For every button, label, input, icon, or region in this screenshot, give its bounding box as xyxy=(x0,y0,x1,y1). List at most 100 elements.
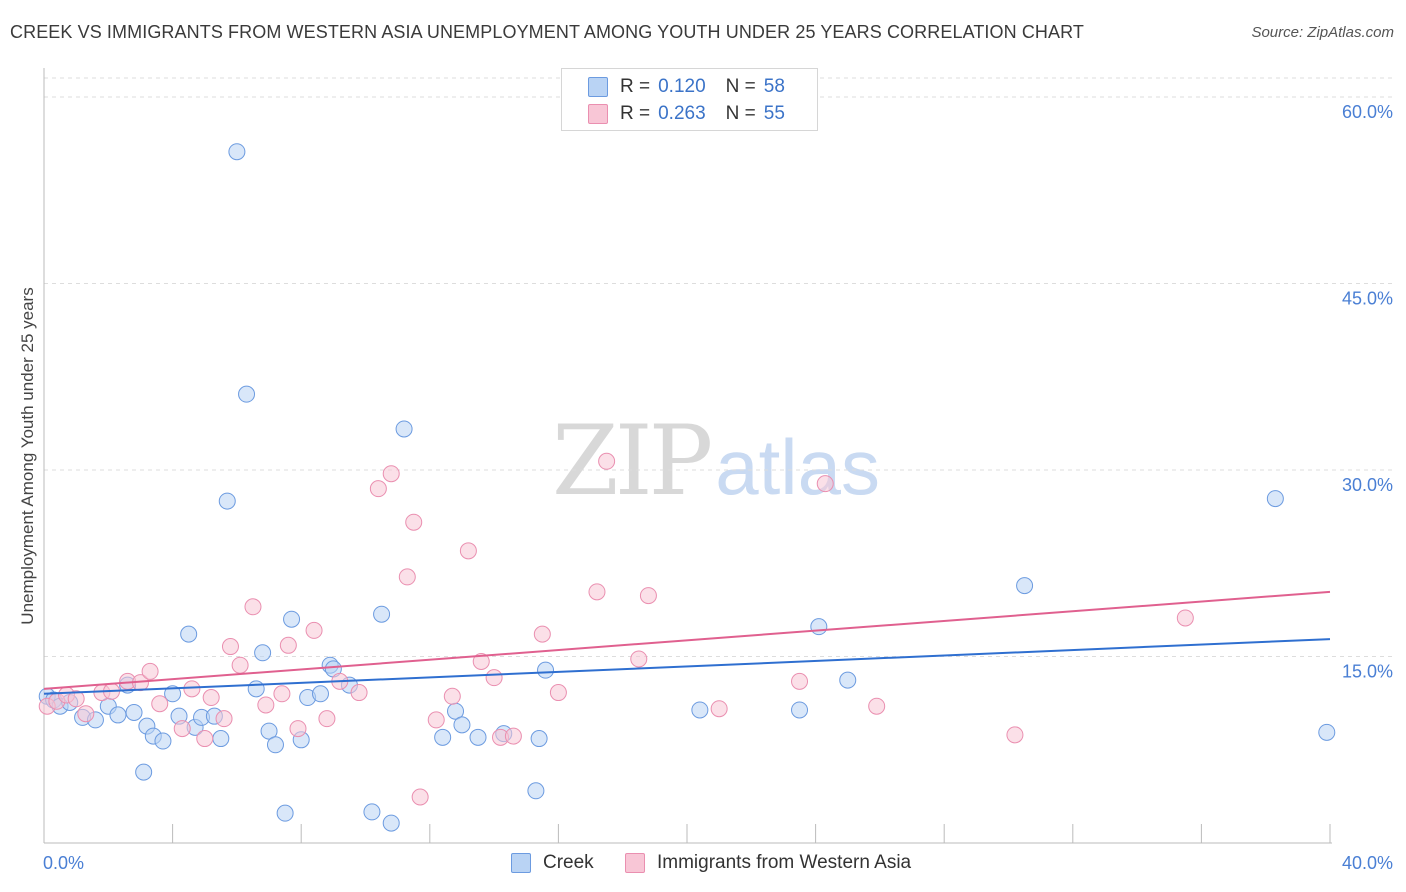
point-creek xyxy=(164,685,182,703)
point-immigrants xyxy=(215,710,233,728)
point-creek xyxy=(154,732,172,750)
point-immigrants xyxy=(305,621,323,639)
y-tick-label: 15.0% xyxy=(1342,662,1393,682)
point-creek xyxy=(791,701,809,719)
point-creek xyxy=(363,803,381,821)
series-legend: Creek Immigrants from Western Asia xyxy=(0,852,1406,878)
point-creek xyxy=(382,814,400,832)
point-immigrants xyxy=(791,672,809,690)
watermark: ZIPatlas xyxy=(552,405,880,517)
legend-row-creek: R = 0.120 N = 58 xyxy=(588,74,785,100)
point-immigrants xyxy=(588,583,606,601)
correlation-legend: R = 0.120 N = 58 R = 0.263 N = 55 xyxy=(561,68,818,131)
point-creek xyxy=(283,610,301,628)
legend-n-label: N = xyxy=(725,103,756,124)
point-creek xyxy=(1016,577,1034,595)
series-legend-creek[interactable]: Creek xyxy=(511,852,594,874)
point-immigrants xyxy=(549,684,567,702)
point-creek xyxy=(276,804,294,822)
point-immigrants xyxy=(273,685,291,703)
legend-n-label: N = xyxy=(725,76,756,97)
y-tick-label: 45.0% xyxy=(1342,289,1393,309)
legend-swatch-immigrants xyxy=(588,104,608,124)
chart-title: CREEK VS IMMIGRANTS FROM WESTERN ASIA UN… xyxy=(10,22,1085,42)
point-creek xyxy=(109,706,127,724)
point-creek xyxy=(125,703,143,721)
x-tick-label: 40.0% xyxy=(1342,853,1393,873)
legend-r-label: R = xyxy=(620,76,651,97)
point-immigrants xyxy=(1176,609,1194,627)
point-creek xyxy=(135,763,153,781)
point-immigrants xyxy=(639,587,657,605)
point-creek xyxy=(839,671,857,689)
point-immigrants xyxy=(196,730,214,748)
point-immigrants xyxy=(382,465,400,483)
point-creek xyxy=(453,716,471,734)
y-axis-title: Unemployment Among Youth under 25 years xyxy=(18,287,37,624)
point-creek xyxy=(254,644,272,662)
point-creek xyxy=(212,730,230,748)
point-creek xyxy=(180,625,198,643)
point-creek xyxy=(238,385,256,403)
point-immigrants xyxy=(151,695,169,713)
point-immigrants xyxy=(77,705,95,723)
point-creek xyxy=(691,701,709,719)
series-swatch-creek xyxy=(511,853,531,873)
series-legend-immigrants[interactable]: Immigrants from Western Asia xyxy=(625,852,911,874)
point-immigrants xyxy=(221,638,239,656)
trend-line-immigrants xyxy=(43,590,1331,690)
legend-n-value: 55 xyxy=(763,103,785,124)
point-immigrants xyxy=(350,684,368,702)
point-immigrants xyxy=(257,696,275,714)
point-immigrants xyxy=(472,652,490,670)
point-creek xyxy=(530,730,548,748)
point-immigrants xyxy=(67,690,85,708)
series-label-creek: Creek xyxy=(543,852,594,873)
point-immigrants xyxy=(289,720,307,738)
point-immigrants xyxy=(411,788,429,806)
point-immigrants xyxy=(398,568,416,586)
point-creek xyxy=(469,728,487,746)
point-immigrants xyxy=(405,513,423,531)
series-swatch-immigrants xyxy=(625,853,645,873)
point-creek xyxy=(395,420,413,438)
watermark-atlas: atlas xyxy=(715,423,880,511)
point-creek xyxy=(1266,490,1284,508)
point-creek xyxy=(247,680,265,698)
x-tick-label: 0.0% xyxy=(43,853,84,873)
point-creek xyxy=(537,661,555,679)
point-immigrants xyxy=(183,680,201,698)
point-immigrants xyxy=(504,727,522,745)
point-immigrants xyxy=(318,710,336,728)
point-immigrants xyxy=(427,711,445,729)
point-immigrants xyxy=(816,475,834,493)
point-immigrants xyxy=(1006,726,1024,744)
point-creek xyxy=(228,143,246,161)
legend-r-value: 0.263 xyxy=(658,103,706,124)
point-creek xyxy=(810,618,828,636)
legend-r-value: 0.120 xyxy=(658,76,706,97)
point-immigrants xyxy=(279,636,297,654)
point-creek xyxy=(218,492,236,510)
point-immigrants xyxy=(868,697,886,715)
point-immigrants xyxy=(710,700,728,718)
legend-swatch-creek xyxy=(588,77,608,97)
point-immigrants xyxy=(231,656,249,674)
point-immigrants xyxy=(202,689,220,707)
legend-n-value: 58 xyxy=(763,76,785,97)
point-immigrants xyxy=(459,542,477,560)
point-creek xyxy=(1318,723,1336,741)
point-creek xyxy=(527,782,545,800)
point-immigrants xyxy=(141,662,159,680)
point-immigrants xyxy=(630,650,648,668)
point-immigrants xyxy=(244,598,262,616)
point-creek xyxy=(311,685,329,703)
point-creek xyxy=(434,728,452,746)
point-immigrants xyxy=(173,720,191,738)
point-immigrants xyxy=(533,625,551,643)
point-creek xyxy=(260,722,278,740)
point-immigrants xyxy=(443,687,461,705)
legend-row-immigrants: R = 0.263 N = 55 xyxy=(588,101,785,127)
point-immigrants xyxy=(485,669,503,687)
